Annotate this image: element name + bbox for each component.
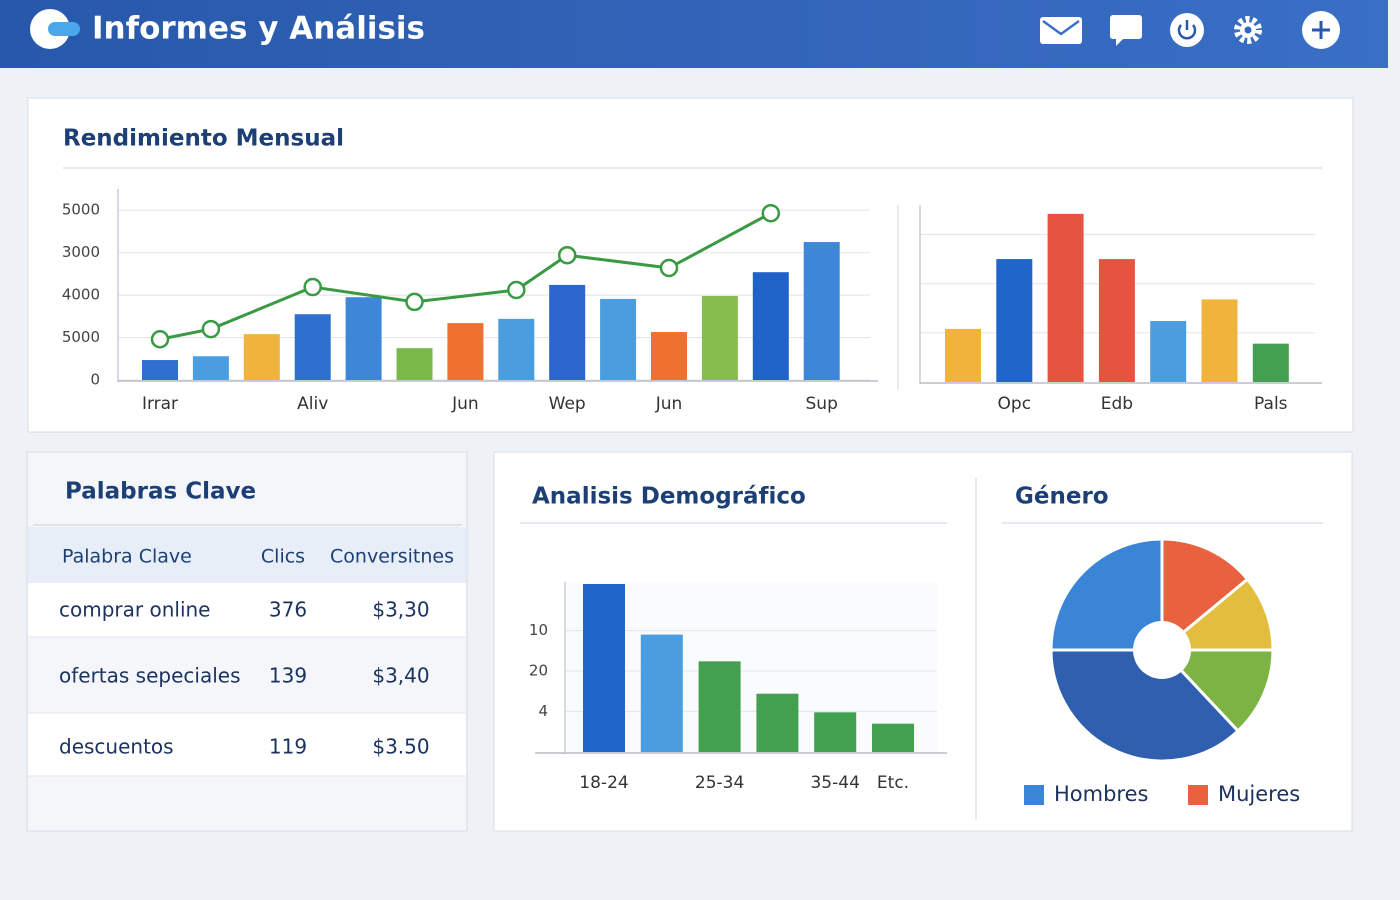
- bar: [142, 360, 178, 380]
- table-cell: 119: [269, 735, 307, 759]
- x-tick-label: Sup: [806, 394, 838, 414]
- power-icon[interactable]: [1170, 13, 1204, 47]
- x-tick-label: 35-44: [810, 773, 859, 793]
- trend-point: [150, 330, 170, 349]
- bar: [756, 693, 799, 752]
- bar: [1098, 259, 1135, 382]
- bar: [1252, 343, 1289, 382]
- bar: [640, 634, 683, 752]
- bar: [600, 298, 637, 380]
- x-tick-label: Jun: [451, 394, 479, 414]
- pie-slice: [1049, 537, 1164, 652]
- bar: [447, 323, 484, 380]
- header-title: Informes y Análisis: [92, 11, 425, 47]
- bar: [651, 332, 687, 380]
- bar: [814, 712, 857, 752]
- add-icon[interactable]: [1302, 11, 1340, 49]
- x-tick-label: 18-24: [579, 773, 628, 793]
- y-tick-label: 4000: [62, 286, 100, 304]
- x-tick-label: Wep: [549, 394, 586, 414]
- bar: [396, 348, 433, 380]
- table-cell: $3.50: [372, 735, 429, 759]
- bar: [294, 314, 331, 380]
- bar: [1201, 299, 1238, 382]
- column-header: Clics: [261, 546, 305, 568]
- trend-point: [659, 258, 679, 278]
- legend-label: Mujeres: [1218, 782, 1300, 806]
- bar: [945, 328, 981, 382]
- bar: [1150, 321, 1187, 382]
- table-cell: $3,30: [372, 598, 429, 622]
- y-tick-label: 4: [538, 702, 548, 720]
- mail-icon[interactable]: [1040, 17, 1082, 44]
- bar: [345, 297, 382, 380]
- trend-point: [303, 277, 322, 297]
- bar: [498, 318, 535, 380]
- y-tick-label: 0: [90, 371, 100, 389]
- pie-slice: [1158, 648, 1275, 734]
- table-row: [28, 583, 466, 637]
- x-tick-label: 25-34: [695, 773, 744, 793]
- donut-hole: [1133, 621, 1191, 679]
- panel-title: Género: [1015, 484, 1109, 510]
- y-tick-label: 20: [529, 662, 548, 680]
- bar: [1047, 213, 1084, 382]
- x-tick-label: Etc.: [877, 773, 909, 793]
- legend-swatch: [1188, 785, 1208, 805]
- table-row: [28, 713, 466, 776]
- table-cell: 139: [269, 664, 307, 688]
- x-tick-label: Opc: [998, 394, 1032, 414]
- panel-title: Analisis Demográfico: [532, 484, 806, 510]
- logo: [30, 9, 80, 49]
- pie-slice: [1160, 537, 1250, 654]
- table-cell: 376: [269, 598, 307, 622]
- bar: [752, 272, 789, 380]
- bar: [698, 661, 741, 752]
- bar: [872, 723, 914, 752]
- trend-point: [405, 292, 424, 312]
- trend-point: [557, 245, 577, 265]
- y-tick-label: 10: [529, 621, 548, 639]
- x-tick-label: Pals: [1254, 394, 1288, 414]
- table-row: [28, 637, 466, 713]
- table-cell: descuentos: [59, 735, 174, 759]
- table-cell: ofertas sepeciales: [59, 664, 241, 688]
- table-header-row: [28, 527, 466, 583]
- bar: [803, 242, 840, 380]
- header-bar: [0, 0, 1388, 68]
- pie-slice: [1049, 648, 1241, 763]
- y-tick-label: 3000: [62, 243, 100, 261]
- x-tick-label: Edb: [1101, 394, 1133, 414]
- y-tick-label: 5000: [62, 201, 100, 219]
- settings-icon[interactable]: [1234, 16, 1262, 44]
- bar: [192, 356, 229, 380]
- legend-swatch: [1024, 785, 1044, 805]
- legend-label: Hombres: [1054, 782, 1148, 806]
- chat-icon[interactable]: [1110, 15, 1142, 46]
- trend-point: [201, 319, 221, 339]
- bar: [996, 259, 1033, 382]
- table-cell: comprar online: [59, 598, 210, 622]
- trend-point: [507, 280, 526, 300]
- bar: [701, 295, 738, 380]
- bar: [583, 584, 625, 752]
- panel-title: Rendimiento Mensual: [63, 126, 344, 152]
- panel-title: Palabras Clave: [65, 479, 256, 505]
- y-tick-label: 5000: [62, 328, 100, 346]
- trend-point: [761, 203, 781, 223]
- column-header: Conversitnes: [330, 546, 454, 568]
- bar: [549, 284, 586, 380]
- x-tick-label: Jun: [655, 394, 683, 414]
- bar: [243, 334, 280, 380]
- x-tick-label: Aliv: [297, 394, 328, 414]
- trend-line: [159, 211, 772, 341]
- table-cell: $3,40: [372, 664, 429, 688]
- column-header: Palabra Clave: [62, 546, 192, 568]
- x-tick-label: Irrar: [142, 394, 178, 414]
